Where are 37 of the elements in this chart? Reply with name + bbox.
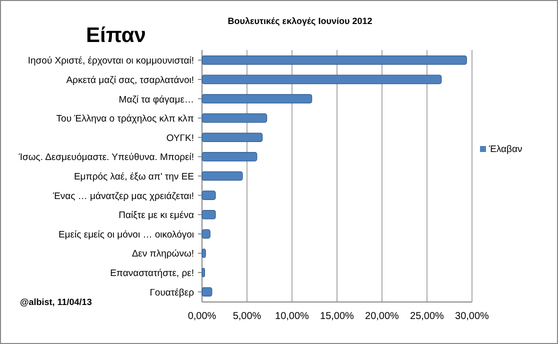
x-tick-label: 20,00%	[365, 311, 400, 322]
bar	[202, 94, 312, 104]
bar	[202, 248, 206, 258]
bar	[202, 229, 210, 239]
bar	[202, 210, 216, 220]
x-tick-label: 10,00%	[275, 311, 310, 322]
chart-title: Είπαν	[86, 24, 146, 47]
y-tick-label: Εμείς εμείς οι μόνοι … οικολόγοι	[58, 229, 194, 240]
chart-subtitle: Βουλευτικές εκλογές Ιουνίου 2012	[228, 16, 372, 26]
y-tick-label: Αρκετά μαζί σας, τσαρλατάνοι!	[66, 74, 194, 86]
y-tick-label: Επαναστατήστε, ρε!	[110, 268, 194, 280]
bar	[202, 113, 268, 123]
legend-label: Έλαβαν	[488, 144, 523, 155]
y-tick-label: ΟΥΓΚ!	[166, 132, 194, 144]
y-tick-label: Ιησού Χριστέ, έρχονται οι κομμουνισταί!	[28, 56, 194, 67]
y-tick-label: Του Έλληνα ο τράχηλος κλπ κλπ	[56, 114, 194, 125]
x-tick-label: 25,00%	[410, 311, 444, 322]
y-tick-label: Ένας … μάνατζερ μας χρειάζεται!	[52, 190, 194, 202]
bar	[202, 132, 263, 142]
x-tick-label: 30,00%	[455, 311, 490, 322]
bar	[202, 190, 216, 200]
y-tick-label: Γουατέβερ	[150, 287, 195, 298]
x-tick-label: 15,00%	[320, 311, 354, 322]
bar	[202, 287, 212, 297]
y-tick-label: Ίσως. Δεσμευόμαστε. Υπεύθυνα. Μπορεί!	[18, 152, 194, 164]
y-tick-label: Μαζί τα φάγαμε…	[118, 94, 194, 106]
y-tick-label: Παίξτε με κι εμένα	[118, 210, 194, 222]
bar	[202, 268, 205, 278]
bar	[202, 55, 467, 65]
y-tick-label: Εμπρός λαέ, έξω απ' την ΕΕ	[74, 172, 194, 182]
y-tick-label: Δεν πληρώνω!	[132, 248, 194, 260]
text: @albist, 11/04/13	[20, 297, 92, 307]
bar	[202, 74, 442, 84]
x-tick-label: 5,00%	[232, 311, 262, 322]
bar	[202, 171, 243, 181]
x-tick-label: 0,00%	[188, 311, 216, 322]
bar	[202, 152, 258, 162]
